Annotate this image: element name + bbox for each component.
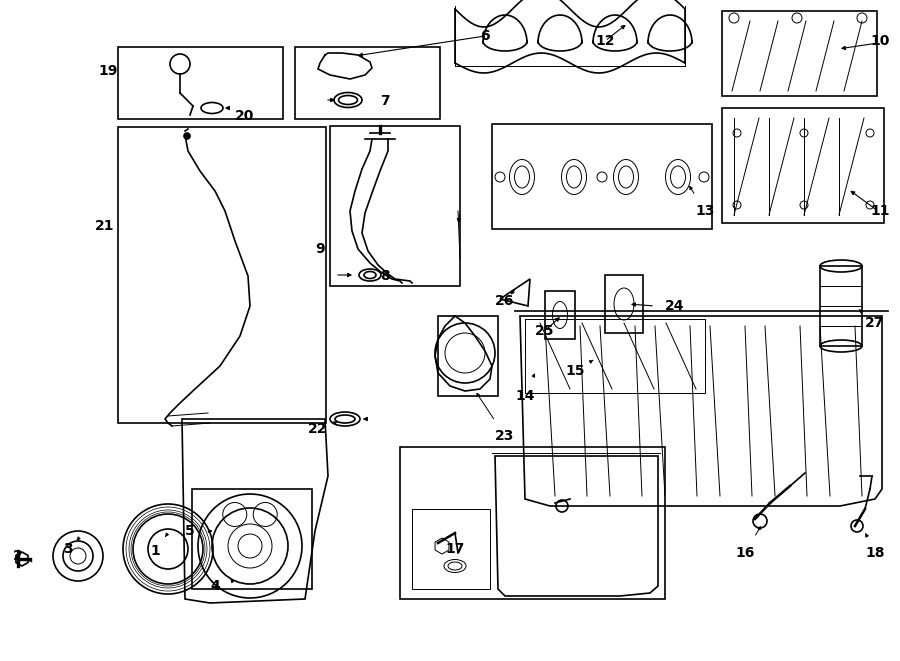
Bar [820,266,862,346]
Text: 20: 20 [235,109,255,123]
Text: 22: 22 [308,422,328,436]
Text: 9: 9 [315,242,325,256]
Text: 7: 7 [380,94,390,108]
Text: 1: 1 [150,544,160,558]
Text: 11: 11 [870,204,890,218]
Text: 19: 19 [98,64,118,78]
Bar [545,291,575,339]
Text: 5: 5 [185,524,195,538]
Circle shape [184,133,190,139]
Text: 13: 13 [696,204,715,218]
Text: 17: 17 [446,542,464,556]
Text: 25: 25 [536,324,554,338]
Text: 24: 24 [665,299,685,313]
Text: 26: 26 [495,294,515,308]
Text: 10: 10 [870,34,890,48]
Bar [118,127,326,423]
Bar [412,509,490,589]
Bar [492,124,712,229]
Text: 4: 4 [210,579,220,593]
Bar [192,489,312,589]
Bar [118,47,283,119]
Text: 8: 8 [380,269,390,283]
Text: 16: 16 [735,546,755,560]
Bar [438,316,498,396]
Text: 27: 27 [865,316,885,330]
Bar [605,275,643,333]
Text: 6: 6 [481,29,490,43]
Text: 21: 21 [95,219,115,233]
Text: 23: 23 [495,429,515,443]
Bar [400,447,665,599]
Text: 2: 2 [14,549,22,563]
Bar [722,108,884,223]
Bar [330,126,460,286]
Text: 14: 14 [515,389,535,403]
Text: 12: 12 [595,34,615,48]
Text: 15: 15 [565,364,585,378]
Bar [722,11,877,96]
Bar [295,47,440,119]
Text: 3: 3 [63,542,73,556]
Text: 18: 18 [865,546,885,560]
